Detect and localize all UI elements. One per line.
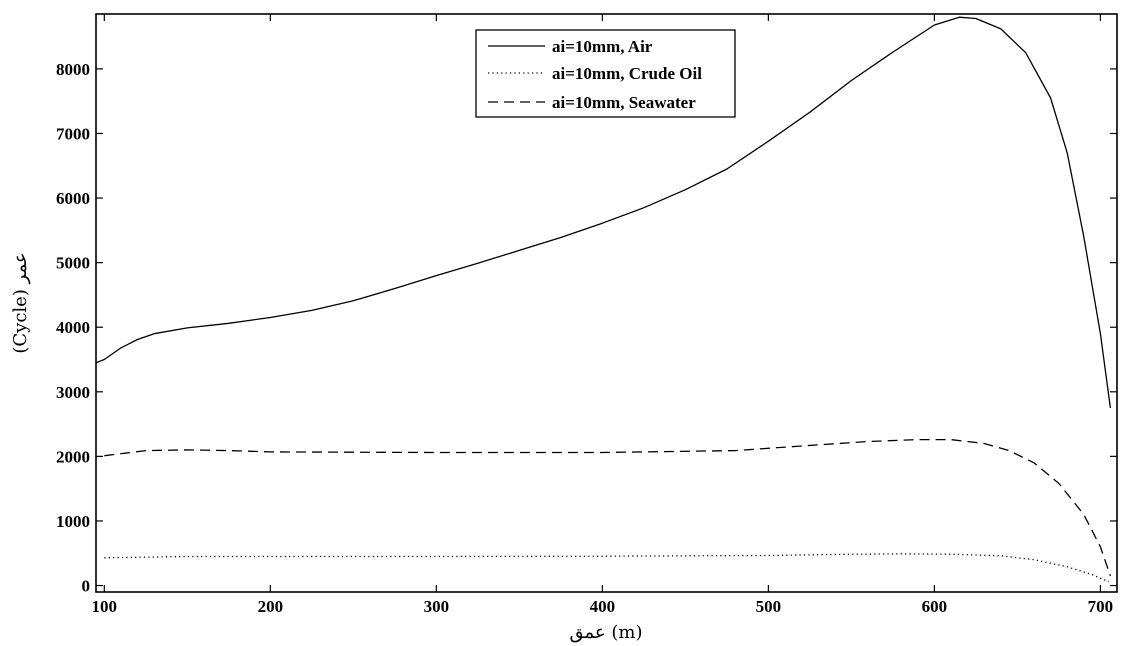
x-tick-label-500: 500 xyxy=(756,597,782,616)
y-tick-label-7000: 7000 xyxy=(56,124,90,143)
y-tick-label-8000: 8000 xyxy=(56,60,90,79)
series-layer xyxy=(95,16,1112,583)
x-tick-label-400: 400 xyxy=(590,597,616,616)
y-tick-label-3000: 3000 xyxy=(56,383,90,402)
x-axis-title: عمق (m) xyxy=(569,622,642,643)
legend-label-air: ai=10mm, Air xyxy=(552,37,653,56)
x-tick-label-200: 200 xyxy=(258,597,284,616)
series-line-ai-10mm-crude-oil xyxy=(104,553,1109,583)
y-axis-title: (Cycle) عمر xyxy=(10,252,31,353)
legend: ai=10mm, Air ai=10mm, Crude Oil ai=10mm,… xyxy=(475,29,736,118)
y-tick-label-5000: 5000 xyxy=(56,254,90,273)
y-tick-label-2000: 2000 xyxy=(56,447,90,466)
series-line-ai-10mm-air xyxy=(95,16,1112,408)
x-tick-label-100: 100 xyxy=(92,597,118,616)
legend-label-crude-oil: ai=10mm, Crude Oil xyxy=(552,64,702,83)
y-tick-label-4000: 4000 xyxy=(56,318,90,337)
x-tick-label-600: 600 xyxy=(922,597,948,616)
y-tick-label-1000: 1000 xyxy=(56,512,90,531)
x-tick-label-700: 700 xyxy=(1088,597,1114,616)
axis-ticks: 100 200 300 400 500 600 7000100020003000400050… xyxy=(56,14,1117,616)
legend-label-seawater: ai=10mm, Seawater xyxy=(552,93,696,112)
x-tick-label-300: 300 xyxy=(424,597,450,616)
y-tick-label-0: 0 xyxy=(82,577,91,596)
series-line-ai-10mm-seawater xyxy=(104,438,1112,577)
y-tick-label-6000: 6000 xyxy=(56,189,90,208)
